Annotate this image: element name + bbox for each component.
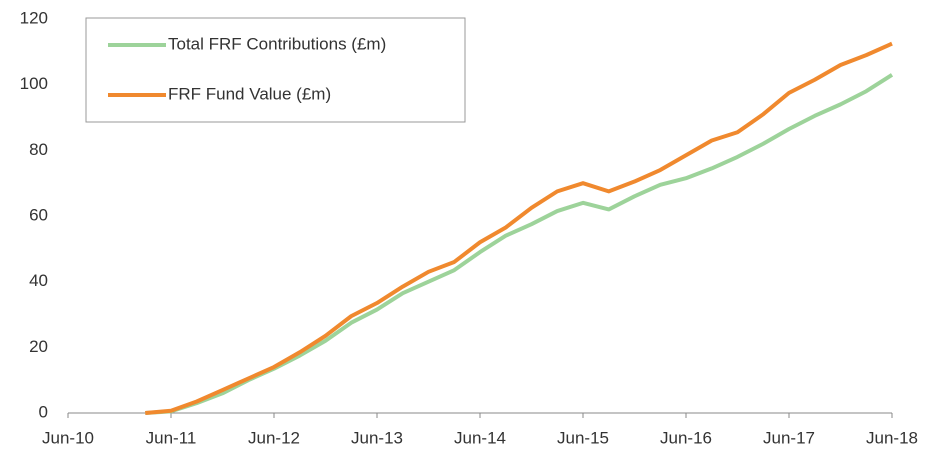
x-tick-label: Jun-16 (660, 428, 712, 447)
y-tick-label: 120 (20, 8, 48, 27)
x-tick-label: Jun-14 (454, 428, 506, 447)
series-line (145, 41, 893, 415)
x-tick-label: Jun-10 (42, 428, 94, 447)
legend-box (85, 17, 466, 123)
y-tick-label: 0 (39, 402, 48, 421)
legend-label: FRF Fund Value (£m) (168, 84, 331, 103)
x-tick-label: Jun-13 (351, 428, 403, 447)
x-tick-label: Jun-11 (146, 428, 197, 447)
x-tick-label: Jun-12 (248, 428, 300, 447)
x-tick-label: Jun-17 (763, 428, 815, 447)
legend-label: Total FRF Contributions (£m) (168, 34, 386, 53)
y-tick-label: 60 (29, 205, 48, 224)
y-tick-label: 100 (20, 74, 48, 93)
x-tick-label: Jun-15 (557, 428, 609, 447)
series-line (145, 73, 894, 415)
y-tick-label: 20 (29, 337, 48, 356)
x-tick-label: Jun-18 (866, 428, 918, 447)
y-tick-label: 40 (29, 271, 48, 290)
y-tick-label: 80 (29, 140, 48, 159)
